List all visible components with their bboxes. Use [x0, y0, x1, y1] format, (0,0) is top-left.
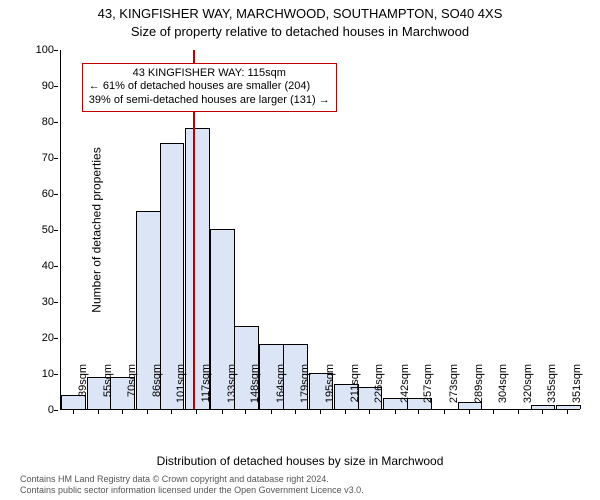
x-tick-label: 335sqm [546, 364, 558, 414]
x-tick-label: 164sqm [275, 364, 287, 414]
x-tick-mark [567, 410, 568, 414]
x-axis-label: Distribution of detached houses by size … [0, 454, 600, 468]
chart-title-line2: Size of property relative to detached ho… [0, 24, 600, 39]
x-tick-label: 320sqm [522, 364, 534, 414]
x-tick-label: 70sqm [126, 364, 138, 414]
x-tick-label: 242sqm [399, 364, 411, 414]
x-tick-mark [518, 410, 519, 414]
x-tick-label: 117sqm [200, 364, 212, 414]
y-tick: 90 [24, 80, 54, 92]
footer-attribution: Contains HM Land Registry data © Crown c… [20, 474, 364, 496]
x-tick-label: 257sqm [422, 364, 434, 414]
x-tick-label: 55sqm [102, 364, 114, 414]
plot-area: 43 KINGFISHER WAY: 115sqm← 61% of detach… [60, 50, 580, 410]
x-tick-mark [98, 410, 99, 414]
x-tick-mark [147, 410, 148, 414]
y-tick: 80 [24, 116, 54, 128]
annotation-line: 43 KINGFISHER WAY: 115sqm [89, 67, 330, 81]
x-tick-mark [222, 410, 223, 414]
x-tick-mark [444, 410, 445, 414]
x-tick-mark [122, 410, 123, 414]
y-tick: 70 [24, 152, 54, 164]
x-tick-mark [196, 410, 197, 414]
x-tick-mark [369, 410, 370, 414]
y-tick: 40 [24, 260, 54, 272]
y-tick: 0 [24, 404, 54, 416]
y-axis-label: Number of detached properties [90, 147, 104, 312]
x-tick-mark [418, 410, 419, 414]
footer-line2: Contains public sector information licen… [20, 485, 364, 496]
x-tick-mark [542, 410, 543, 414]
x-tick-mark [171, 410, 172, 414]
x-tick-mark [271, 410, 272, 414]
x-tick-mark [493, 410, 494, 414]
x-tick-label: 86sqm [151, 364, 163, 414]
y-tick: 10 [24, 368, 54, 380]
x-tick-label: 148sqm [249, 364, 261, 414]
y-tick: 50 [24, 224, 54, 236]
x-tick-label: 39sqm [77, 364, 89, 414]
y-tick: 30 [24, 296, 54, 308]
x-tick-label: 351sqm [571, 364, 583, 414]
x-tick-label: 304sqm [497, 364, 509, 414]
x-tick-label: 101sqm [175, 364, 187, 414]
x-tick-label: 133sqm [226, 364, 238, 414]
x-tick-mark [320, 410, 321, 414]
x-tick-label: 211sqm [349, 364, 361, 414]
x-tick-mark [469, 410, 470, 414]
y-tick: 20 [24, 332, 54, 344]
x-tick-mark [345, 410, 346, 414]
x-tick-mark [395, 410, 396, 414]
annotation-box: 43 KINGFISHER WAY: 115sqm← 61% of detach… [82, 63, 337, 112]
footer-line1: Contains HM Land Registry data © Crown c… [20, 474, 364, 485]
y-tick: 100 [24, 44, 54, 56]
x-tick-mark [245, 410, 246, 414]
x-tick-label: 226sqm [373, 364, 385, 414]
x-tick-label: 179sqm [299, 364, 311, 414]
annotation-line: 39% of semi-detached houses are larger (… [89, 94, 330, 108]
y-tick: 60 [24, 188, 54, 200]
x-tick-mark [73, 410, 74, 414]
x-tick-label: 289sqm [473, 364, 485, 414]
x-tick-mark [295, 410, 296, 414]
chart-title-line1: 43, KINGFISHER WAY, MARCHWOOD, SOUTHAMPT… [0, 6, 600, 21]
annotation-line: ← 61% of detached houses are smaller (20… [89, 80, 330, 94]
x-tick-label: 273sqm [448, 364, 460, 414]
x-tick-label: 195sqm [324, 364, 336, 414]
